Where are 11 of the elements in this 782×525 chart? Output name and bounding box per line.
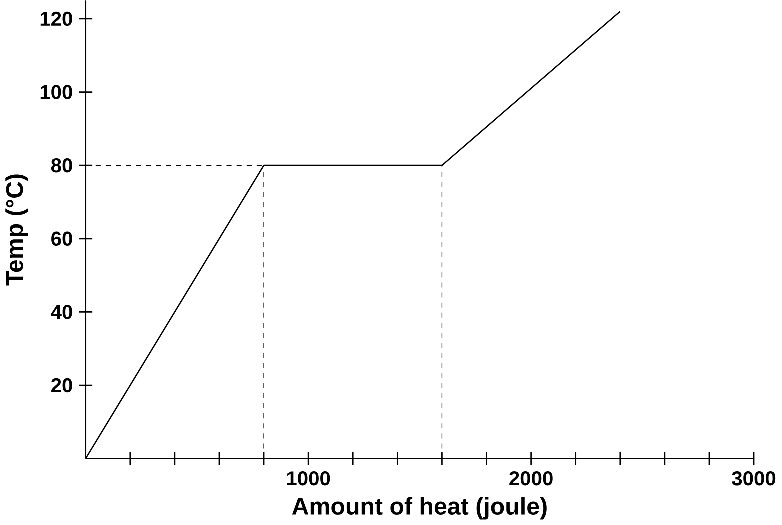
y-tick-label: 80	[51, 158, 72, 173]
y-tick-label: 40	[51, 304, 72, 320]
y-tick-label: 100	[40, 84, 72, 100]
x-axis-title: Amount of heat (joule)	[292, 497, 547, 520]
y-tick-label: 60	[52, 232, 72, 246]
x-tick-label: 3000	[732, 471, 776, 486]
y-axis-title: Temp (°C)	[6, 174, 28, 286]
y-tick-label: 120	[40, 12, 72, 26]
y-tick-label: 20	[52, 378, 72, 392]
x-tick-label: 2000	[510, 471, 553, 486]
x-tick-label: 1000	[287, 471, 330, 486]
